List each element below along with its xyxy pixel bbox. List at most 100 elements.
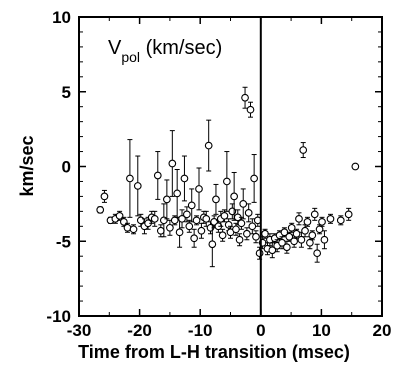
data-point — [241, 86, 249, 109]
data-point — [156, 224, 165, 238]
point-marker — [190, 234, 198, 243]
point-marker — [212, 195, 220, 204]
point-marker — [295, 214, 303, 223]
data-point — [252, 230, 260, 244]
point-marker — [183, 210, 191, 219]
data-point — [239, 188, 248, 220]
data-point — [178, 209, 186, 229]
point-marker — [241, 93, 249, 102]
point-marker — [197, 226, 206, 235]
data-point — [197, 222, 206, 239]
data-point — [306, 236, 314, 250]
data-point — [202, 210, 211, 227]
point-marker — [223, 177, 231, 186]
data-point — [129, 224, 138, 235]
point-marker — [204, 141, 213, 150]
data-point — [310, 207, 319, 221]
point-marker — [126, 174, 134, 183]
point-marker — [153, 171, 162, 180]
x-tick-label: -30 — [67, 321, 92, 340]
point-marker — [287, 223, 296, 232]
point-marker — [308, 231, 317, 240]
point-marker — [320, 235, 329, 244]
data-point — [115, 210, 124, 221]
point-marker — [351, 162, 360, 171]
point-marker — [180, 174, 189, 183]
y-axis-title: km/sec — [17, 135, 37, 196]
point-marker — [248, 222, 257, 231]
x-tick-label: 10 — [312, 321, 331, 340]
data-point — [195, 167, 203, 211]
data-point — [344, 207, 353, 221]
point-marker — [244, 208, 253, 217]
axes: -30 -20 -10 0 10 20 -10 -5 0 5 10 — [46, 8, 391, 340]
y-tick-label: -10 — [46, 307, 71, 326]
data-point — [180, 155, 189, 202]
point-marker — [318, 217, 326, 226]
point-marker — [246, 105, 255, 114]
y-tick-label: 10 — [52, 8, 71, 27]
point-marker — [218, 231, 227, 240]
data-point — [301, 224, 309, 238]
data-point — [250, 154, 258, 203]
point-marker — [301, 226, 309, 235]
y-tick-label: -5 — [56, 232, 71, 251]
data-point — [318, 216, 326, 227]
point-marker — [313, 249, 322, 258]
data-point — [303, 216, 312, 227]
data-point — [173, 168, 182, 218]
data-point — [246, 101, 255, 118]
data-point — [326, 213, 335, 224]
point-marker — [250, 174, 258, 183]
point-marker — [297, 235, 306, 244]
data-point — [243, 227, 251, 241]
point-marker — [290, 237, 298, 246]
data-point — [237, 216, 246, 230]
data-point — [244, 203, 253, 223]
x-tick-label: 20 — [373, 321, 392, 340]
annotation-suffix: (km/sec) — [140, 37, 222, 59]
data-point — [226, 225, 235, 239]
data-point — [192, 215, 201, 226]
data-point — [295, 212, 303, 226]
point-marker — [163, 195, 171, 204]
data-point — [144, 216, 152, 230]
data-point — [204, 119, 213, 172]
point-marker — [119, 217, 128, 226]
data-point — [212, 183, 220, 215]
point-marker — [192, 216, 201, 225]
data-point — [308, 230, 317, 241]
data-point — [133, 155, 142, 217]
series-annotation: Vpol (km/sec) — [108, 37, 222, 65]
point-marker — [292, 229, 301, 238]
point-marker — [133, 182, 142, 190]
data-point — [351, 162, 360, 171]
data-point — [235, 233, 244, 247]
point-marker — [252, 232, 260, 241]
point-marker — [166, 223, 174, 232]
point-marker — [96, 206, 105, 214]
point-marker — [344, 210, 353, 219]
data-point — [297, 231, 306, 248]
x-tick-label: -10 — [188, 321, 213, 340]
point-marker — [239, 200, 248, 208]
data-point — [248, 218, 257, 235]
point-marker — [170, 216, 179, 225]
point-marker — [230, 192, 238, 201]
point-marker — [178, 214, 186, 223]
data-point — [123, 222, 132, 233]
point-marker — [187, 201, 196, 210]
point-marker — [283, 243, 291, 252]
point-marker — [168, 159, 177, 168]
point-marker — [175, 228, 184, 237]
x-axis-title: Time from L-H transition (msec) — [78, 342, 350, 362]
point-marker — [185, 222, 194, 231]
data-point — [283, 240, 291, 254]
data-point — [100, 189, 109, 203]
point-marker — [326, 214, 335, 223]
data-point — [168, 130, 177, 197]
point-marker — [303, 217, 312, 226]
point-marker — [115, 211, 124, 220]
point-marker — [237, 219, 246, 228]
